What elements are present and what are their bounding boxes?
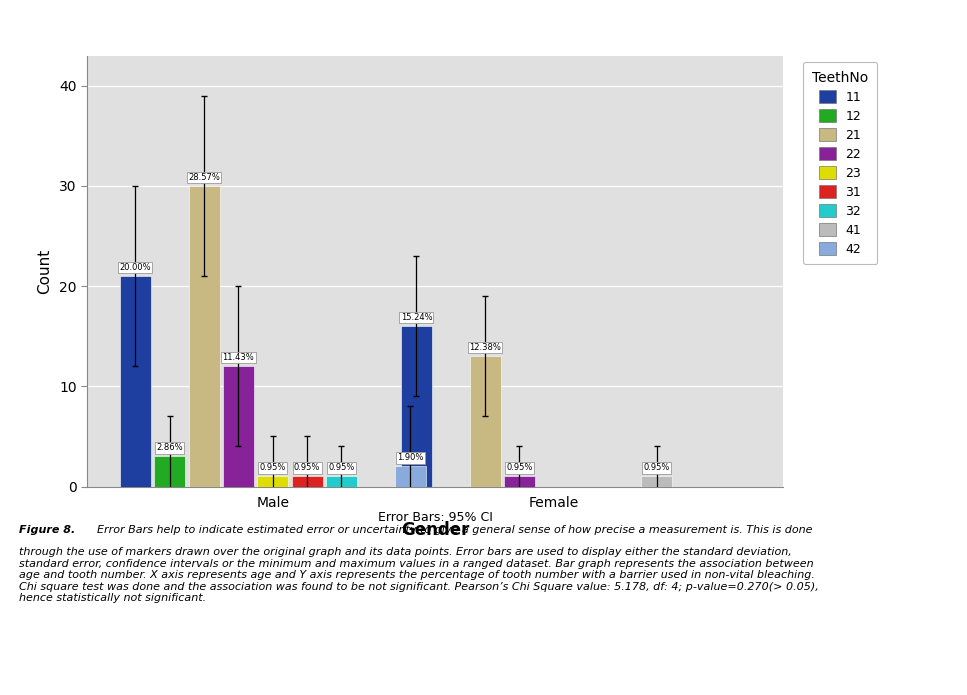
Text: 0.95%: 0.95% bbox=[259, 464, 286, 473]
Text: 15.24%: 15.24% bbox=[400, 313, 432, 322]
X-axis label: Gender: Gender bbox=[401, 521, 469, 539]
Text: 0.95%: 0.95% bbox=[329, 464, 355, 473]
Y-axis label: Count: Count bbox=[37, 248, 52, 294]
Bar bbox=[401, 326, 432, 486]
Text: Error Bars: 95% CI: Error Bars: 95% CI bbox=[378, 511, 492, 524]
Text: Figure 8.: Figure 8. bbox=[19, 525, 75, 534]
Bar bbox=[470, 357, 501, 486]
Text: Error Bars help to indicate estimated error or uncertainty to give a general sen: Error Bars help to indicate estimated er… bbox=[97, 525, 812, 534]
Text: through the use of markers drawn over the original graph and its data points. Er: through the use of markers drawn over th… bbox=[19, 547, 819, 603]
Text: 0.95%: 0.95% bbox=[507, 464, 533, 473]
Bar bbox=[189, 186, 220, 486]
Text: 12.38%: 12.38% bbox=[469, 343, 501, 352]
Bar bbox=[326, 477, 357, 486]
Text: 28.57%: 28.57% bbox=[189, 173, 220, 182]
Text: 0.95%: 0.95% bbox=[644, 464, 670, 473]
Bar bbox=[155, 457, 186, 486]
Bar bbox=[120, 276, 151, 486]
Text: 0.95%: 0.95% bbox=[294, 464, 320, 473]
Bar bbox=[223, 366, 254, 486]
Text: 2.86%: 2.86% bbox=[157, 443, 183, 452]
Bar bbox=[257, 477, 288, 486]
Bar bbox=[292, 477, 323, 486]
Text: 20.00%: 20.00% bbox=[120, 263, 151, 272]
Text: 1.90%: 1.90% bbox=[397, 453, 424, 462]
Text: 11.43%: 11.43% bbox=[222, 353, 254, 362]
Bar bbox=[395, 466, 425, 486]
Bar bbox=[504, 477, 535, 486]
Bar bbox=[641, 477, 672, 486]
Legend: 11, 12, 21, 22, 23, 31, 32, 41, 42: 11, 12, 21, 22, 23, 31, 32, 41, 42 bbox=[804, 62, 877, 264]
